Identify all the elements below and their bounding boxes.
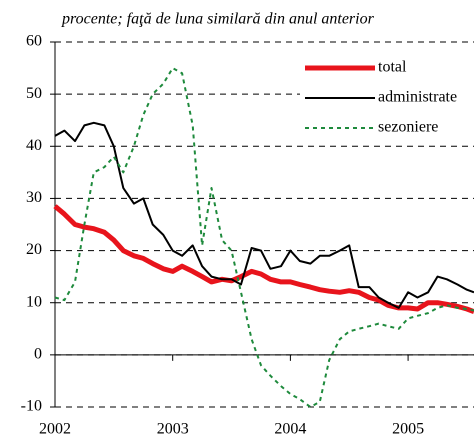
series-line bbox=[53, 204, 474, 314]
y-tick-label: 30 bbox=[26, 189, 42, 206]
series-line bbox=[54, 67, 474, 408]
legend-bg bbox=[300, 88, 474, 108]
chart-subtitle: procente; faţă de luna similară din anul… bbox=[61, 11, 375, 28]
y-tick-label: 50 bbox=[26, 85, 42, 102]
legend-bg bbox=[300, 58, 474, 78]
series-line bbox=[54, 121, 474, 309]
x-tick-label: 2002 bbox=[39, 421, 71, 438]
y-tick-label: -10 bbox=[21, 398, 42, 415]
legend-bg bbox=[300, 118, 474, 138]
x-tick-label: 2004 bbox=[274, 421, 306, 438]
x-tick-label: 2005 bbox=[392, 421, 424, 438]
legend-label: sezoniere bbox=[378, 119, 438, 136]
y-tick-label: 60 bbox=[26, 33, 42, 50]
legend-label: total bbox=[378, 59, 407, 76]
y-tick-label: 40 bbox=[26, 137, 42, 154]
y-tick-label: 0 bbox=[34, 346, 42, 363]
y-tick-label: 10 bbox=[26, 293, 42, 310]
y-tick-label: 20 bbox=[26, 241, 42, 258]
legend-label: administrate bbox=[378, 89, 457, 106]
x-tick-label: 2003 bbox=[157, 421, 189, 438]
